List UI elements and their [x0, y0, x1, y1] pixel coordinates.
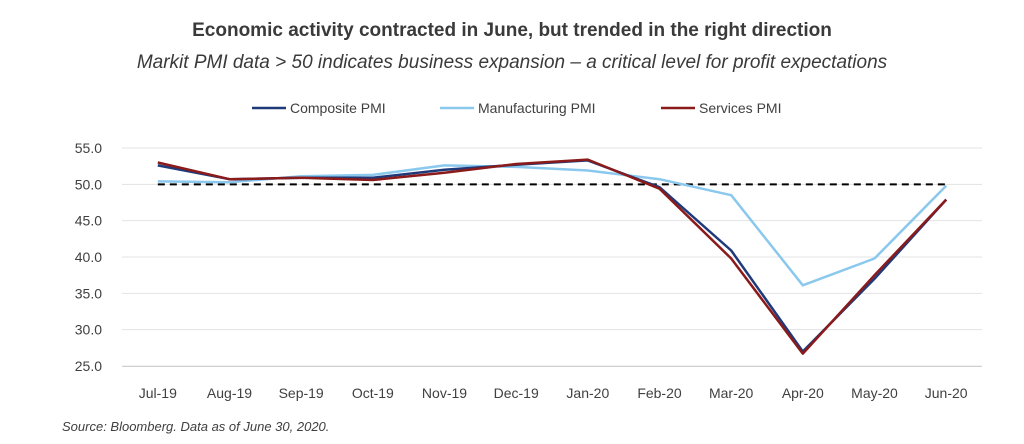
services-pmiline	[157, 158, 948, 355]
y-tick-label: 50.0	[75, 176, 102, 192]
x-tick-label: Nov-19	[422, 385, 467, 401]
x-tick-label: Jul-19	[139, 385, 177, 401]
manufacturing-pmiline	[157, 164, 948, 287]
chart-source-note: Source: Bloomberg. Data as of June 30, 2…	[62, 419, 330, 434]
y-tick-label: 35.0	[75, 285, 102, 301]
x-tick-label: Apr-20	[782, 385, 824, 401]
composite-pmiline	[157, 159, 948, 353]
y-tick-label: 45.0	[75, 213, 102, 229]
x-tick-label: Sep-19	[279, 385, 324, 401]
y-tick-label: 30.0	[75, 322, 102, 338]
legend-label: Manufacturing PMI	[478, 100, 596, 116]
x-tick-label: Jan-20	[566, 385, 609, 401]
legend-label: Services PMI	[699, 100, 781, 116]
y-tick-label: 55.0	[75, 140, 102, 156]
y-tick-label: 40.0	[75, 249, 102, 265]
x-tick-label: Jun-20	[925, 385, 968, 401]
x-tick-label: Oct-19	[352, 385, 394, 401]
y-tick-label: 25.0	[75, 358, 102, 374]
x-tick-label: Aug-19	[207, 385, 252, 401]
x-tick-label: Dec-19	[494, 385, 539, 401]
x-tick-label: Mar-20	[709, 385, 754, 401]
chart-title: Economic activity contracted in June, bu…	[192, 20, 832, 41]
x-tick-label: May-20	[851, 385, 898, 401]
legend-label: Composite PMI	[290, 100, 386, 116]
x-tick-label: Feb-20	[637, 385, 682, 401]
chart-subtitle: Markit PMI data > 50 indicates business …	[136, 52, 888, 73]
